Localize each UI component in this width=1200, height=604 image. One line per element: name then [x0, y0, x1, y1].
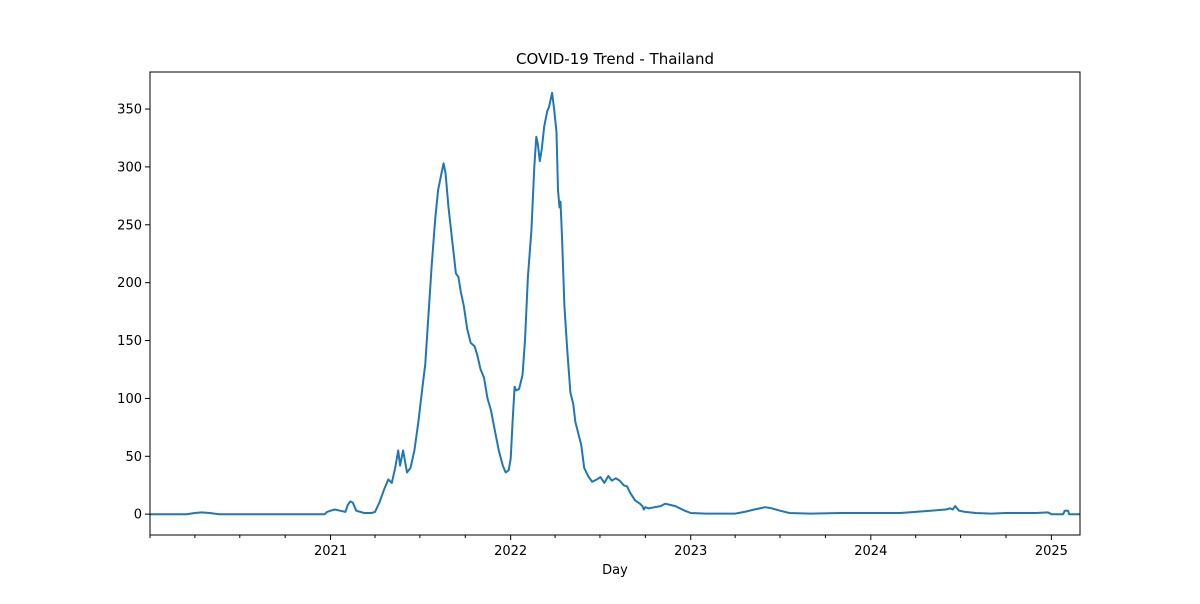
x-tick-label: 2025 [1035, 544, 1068, 559]
y-tick-label: 200 [117, 276, 142, 291]
x-tick-label: 2023 [674, 544, 707, 559]
x-axis-label: Day [602, 563, 628, 578]
y-tick-label: 350 [117, 103, 142, 118]
x-axis: 2021 2022 2023 2024 2025 [149, 535, 1068, 559]
y-tick-label: 0 [134, 508, 142, 523]
y-axis: 0 50 100 150 200 250 300 350 [117, 103, 150, 523]
y-tick-label: 250 [117, 218, 142, 233]
y-tick-label: 300 [117, 160, 142, 175]
y-tick-label: 50 [125, 450, 142, 465]
x-tick-label: 2022 [494, 544, 527, 559]
plot-frame [149, 71, 1081, 536]
series-line [150, 91, 1080, 516]
y-tick-label: 100 [117, 392, 142, 407]
chart-title: COVID-19 Trend - Thailand [516, 50, 714, 68]
series-layer [150, 91, 1080, 516]
y-tick-label: 150 [117, 334, 142, 349]
x-tick-label: 2021 [314, 544, 347, 559]
x-tick-label: 2024 [854, 544, 887, 559]
